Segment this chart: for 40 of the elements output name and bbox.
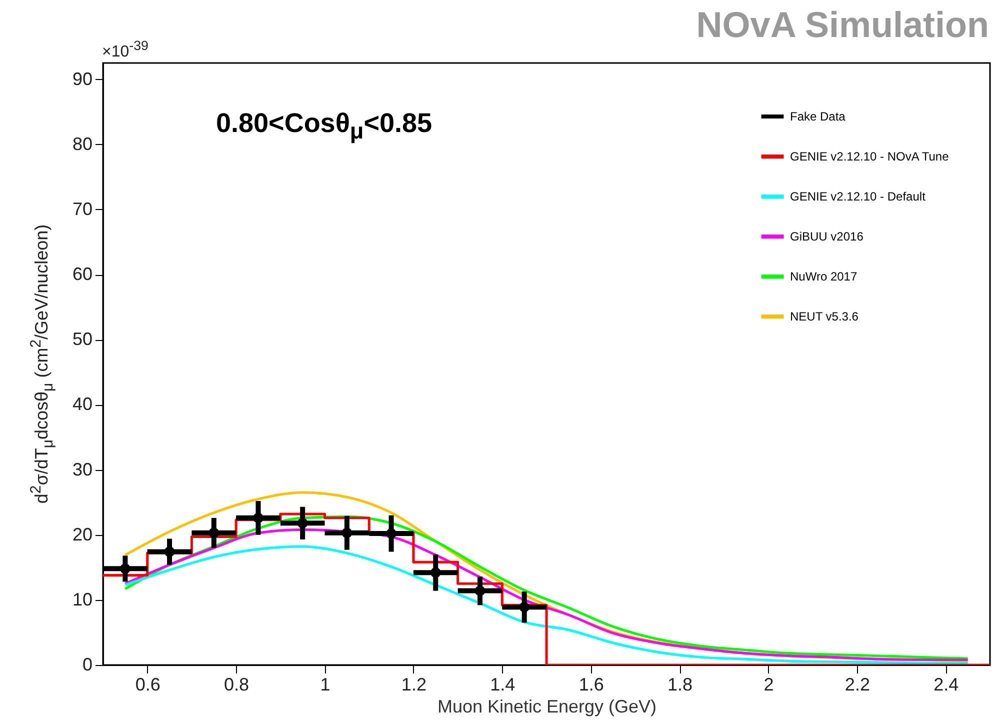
y-tick-label: 90 <box>72 68 92 89</box>
text: ×10$^{-39}$ <box>102 38 148 62</box>
x-tick-label: 1.4 <box>490 674 516 694</box>
point <box>430 567 441 578</box>
y-tick-label: 30 <box>72 459 92 480</box>
point <box>474 586 486 596</box>
point <box>208 528 220 538</box>
y-tick-label: 50 <box>72 329 92 350</box>
x-tick-label: 2 <box>764 674 774 694</box>
point <box>164 546 175 557</box>
y-tick-label: 0 <box>82 654 92 674</box>
legend-label: GENIE v2.12.10 - NOvA Tune <box>790 150 950 164</box>
x-tick-label: 1.2 <box>401 674 426 694</box>
y-tick-label: 60 <box>72 264 92 284</box>
point <box>297 518 308 528</box>
y-tick-label: 40 <box>72 394 92 414</box>
y-tick-label: 70 <box>72 198 92 219</box>
legend-label: GENIE v2.12.10 - Default <box>790 190 926 204</box>
x-tick-label: 2.2 <box>844 674 870 694</box>
legend-label: Fake Data <box>790 110 846 124</box>
y-tick-label: 80 <box>72 134 92 154</box>
y-tick-label: 20 <box>72 524 92 544</box>
x-tick-label: 1.6 <box>578 674 604 694</box>
y-tick-label: 10 <box>72 589 92 610</box>
x-tick-label: 0.6 <box>135 674 160 694</box>
point <box>386 528 397 539</box>
legend-label: NuWro 2017 <box>790 270 858 284</box>
point <box>342 528 352 538</box>
legend-label: GiBUU v2016 <box>790 230 864 244</box>
x-tick-label: 1 <box>320 674 330 694</box>
text: NOvA Simulation <box>696 4 989 46</box>
x-tick-label: 0.8 <box>224 674 250 694</box>
x-axis-title: Muon Kinetic Energy (GeV) <box>437 696 657 716</box>
point <box>120 563 130 574</box>
legend-label: NEUT v5.3.6 <box>790 310 859 324</box>
point <box>252 512 264 524</box>
point <box>519 602 530 612</box>
x-tick-label: 1.8 <box>668 674 693 694</box>
x-tick-label: 2.4 <box>934 674 959 694</box>
annotation: 0.80<Cosθ$_{μ}$<0.85 <box>216 108 432 144</box>
